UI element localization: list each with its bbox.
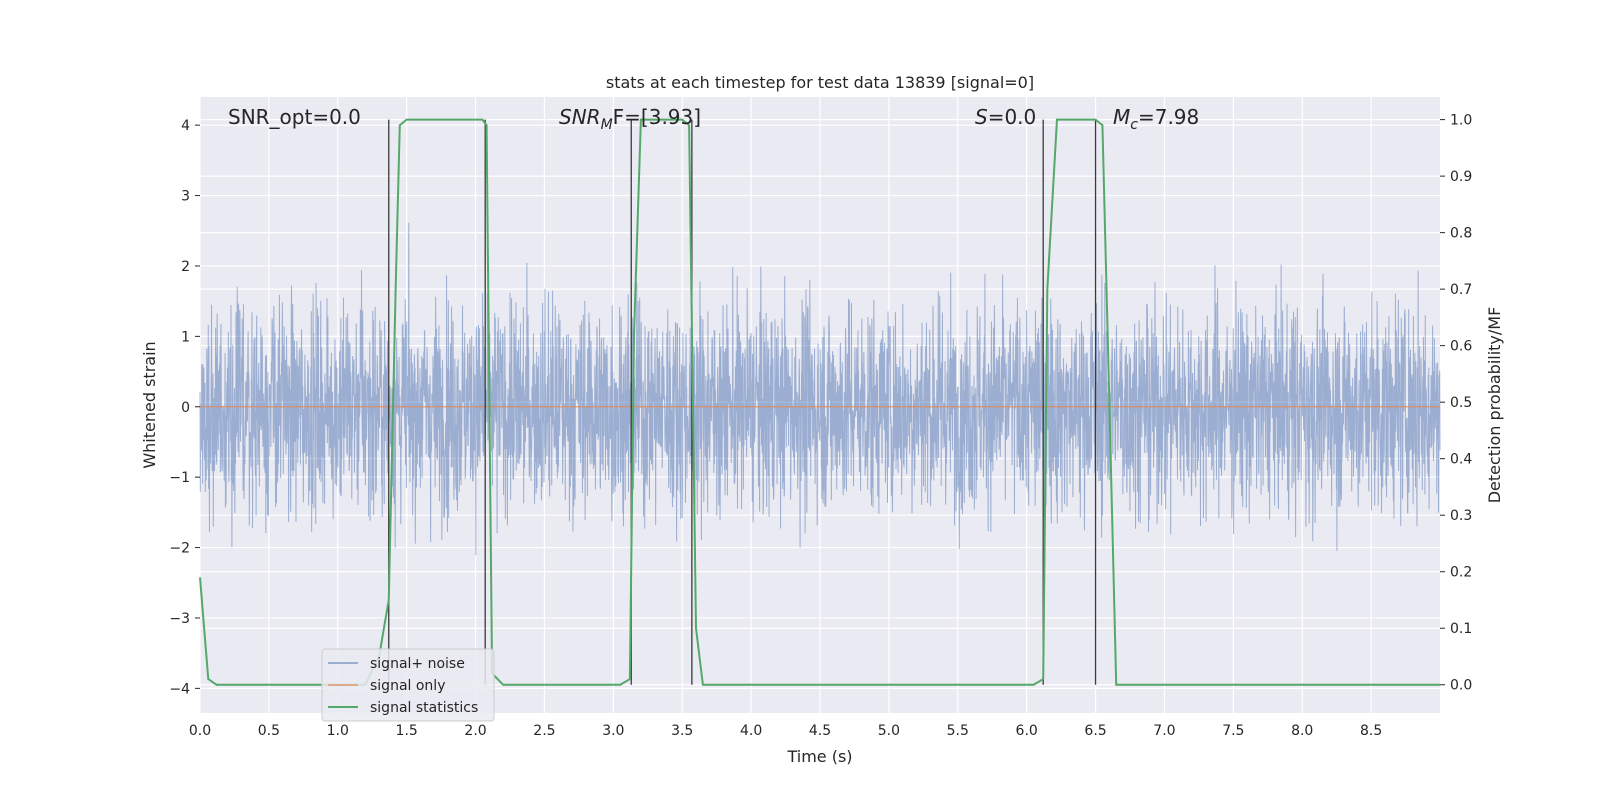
y2-tick-label: 0.6 xyxy=(1450,339,1472,355)
y-tick-label: 3 xyxy=(181,189,190,205)
y-tick-label: −1 xyxy=(169,470,190,486)
noise-series xyxy=(199,222,1441,556)
x-tick-label: 4.5 xyxy=(809,723,831,739)
annotation-mc: Mc=7.98 xyxy=(1113,105,1199,133)
x-tick-label: 7.5 xyxy=(1222,723,1244,739)
chart-title: stats at each timestep for test data 138… xyxy=(606,73,1034,92)
x-tick-label: 3.5 xyxy=(671,723,693,739)
y2-tick-label: 0.9 xyxy=(1450,169,1472,185)
x-tick-label: 0.5 xyxy=(258,723,280,739)
y-tick-label: 1 xyxy=(181,329,190,345)
x-tick-label: 8.0 xyxy=(1291,723,1313,739)
signal-statistics-series xyxy=(199,118,1440,686)
y-tick-label: 4 xyxy=(181,118,190,134)
x-tick-label: 7.0 xyxy=(1153,723,1175,739)
y-tick-label: 2 xyxy=(181,259,190,275)
x-tick-label: 8.5 xyxy=(1360,723,1382,739)
signal-statistics-line xyxy=(199,118,1440,686)
noise-line xyxy=(199,222,1441,556)
ticks: 0.0 0.5 1.0 1.5 2.0 2.5 3.0 3.5 4.0 4.5 5.0 5.5 6.0 6… xyxy=(169,113,1472,739)
legend: signal+ noise signal only signal statist… xyxy=(321,648,495,722)
x-tick-label: 6.0 xyxy=(1016,723,1038,739)
y2-tick-label: 0.1 xyxy=(1450,621,1472,637)
legend-label-signal: signal only xyxy=(370,678,445,694)
x-tick-label: 5.0 xyxy=(878,723,900,739)
y2-tick-label: 0.4 xyxy=(1450,452,1472,468)
x-tick-label: 4.0 xyxy=(740,723,762,739)
y2-tick-label: 0.5 xyxy=(1450,395,1472,411)
legend-box xyxy=(321,648,495,722)
y2-tick-label: 0.0 xyxy=(1450,678,1472,694)
y2-tick-label: 0.7 xyxy=(1450,282,1472,298)
x-tick-label: 6.5 xyxy=(1084,723,1106,739)
x-tick-label: 3.0 xyxy=(602,723,624,739)
y-tick-label: −3 xyxy=(169,611,190,627)
x-tick-label: 5.5 xyxy=(947,723,969,739)
legend-label-noise: signal+ noise xyxy=(370,656,465,672)
x-tick-label: 1.0 xyxy=(327,723,349,739)
x-tick-label: 2.0 xyxy=(464,723,486,739)
x-tick-label: 1.5 xyxy=(396,723,418,739)
annotation-snr-opt: SNR_opt=0.0 xyxy=(228,105,361,129)
x-tick-label: 2.5 xyxy=(533,723,555,739)
y2-axis-label: Detection probability/MF xyxy=(1485,307,1504,504)
y2-tick-label: 0.8 xyxy=(1450,226,1472,242)
y-tick-label: 0 xyxy=(181,400,190,416)
y2-tick-label: 1.0 xyxy=(1450,113,1472,129)
annotation-snr-mf: SNRMF=[3.93] xyxy=(559,105,701,133)
x-tick-label: 0.0 xyxy=(189,723,211,739)
y-tick-label: −4 xyxy=(169,681,190,697)
y2-tick-label: 0.3 xyxy=(1450,508,1472,524)
y-tick-label: −2 xyxy=(169,541,190,557)
y-axis-label: Whitened strain xyxy=(140,341,159,468)
x-axis-label: Time (s) xyxy=(786,747,852,766)
annotation-s: S=0.0 xyxy=(975,105,1036,129)
y2-tick-label: 0.2 xyxy=(1450,565,1472,581)
legend-label-stats: signal statistics xyxy=(370,700,478,716)
